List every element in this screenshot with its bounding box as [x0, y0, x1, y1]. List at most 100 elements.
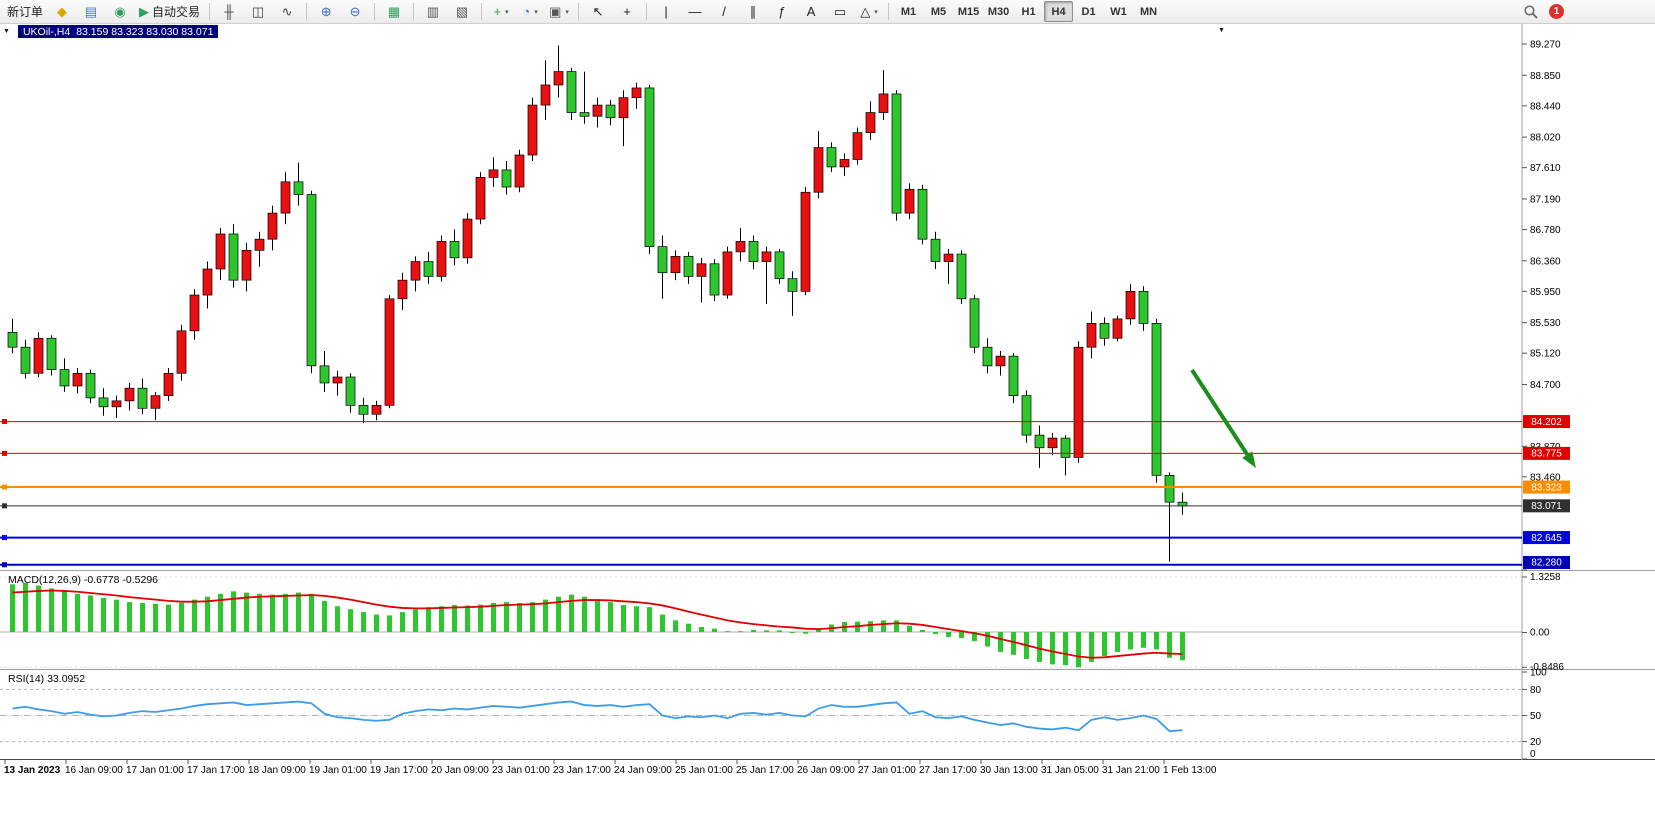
- trend-arrow[interactable]: [1190, 368, 1249, 456]
- macd-histogram-bar: [1011, 632, 1016, 655]
- chart-window-icon-button[interactable]: ◆: [48, 1, 76, 22]
- candle-body: [98, 397, 109, 408]
- candle-body: [1060, 437, 1071, 458]
- horizontal-line-button[interactable]: —: [681, 1, 709, 22]
- price-badge-label: 82.280: [1531, 558, 1562, 569]
- candle-body: [1008, 355, 1019, 396]
- navigator-icon-button[interactable]: ◉: [106, 1, 134, 22]
- trendline-icon: /: [722, 4, 726, 19]
- macd-histogram-bar: [556, 596, 561, 632]
- channel-button[interactable]: ∥: [739, 1, 767, 22]
- timeframe-h1-button[interactable]: H1: [1021, 5, 1036, 18]
- candle-body: [748, 241, 759, 262]
- price-axis-label: 87.190: [1530, 194, 1561, 205]
- bar-chart-button[interactable]: ╫: [215, 1, 243, 22]
- candle-body: [800, 191, 811, 292]
- macd-histogram-bar: [244, 592, 249, 632]
- chart-caption[interactable]: UKOil-,H4 83.159 83.323 83.030 83.071: [17, 25, 219, 38]
- macd-histogram-bar: [478, 604, 483, 632]
- trend-arrow-head[interactable]: [1242, 451, 1256, 468]
- line-chart-button[interactable]: ∿: [273, 1, 301, 22]
- macd-histogram-bar: [153, 603, 158, 632]
- candle-body: [163, 372, 174, 396]
- price-axis-label: 87.610: [1530, 163, 1561, 174]
- zoom-out-icon: ⊖: [349, 4, 361, 19]
- caret-down-icon[interactable]: ▾: [534, 8, 538, 16]
- market-watch-icon-button[interactable]: ▤: [77, 1, 105, 22]
- market-watch-icon-icon: ▤: [84, 4, 98, 19]
- macd-histogram-bar: [985, 632, 990, 647]
- caret-down-icon[interactable]: ▾: [565, 8, 569, 16]
- timeframe-m5-button[interactable]: M5: [930, 5, 947, 18]
- candle-body: [878, 93, 889, 113]
- toolbar-left-group: 新订单 ◆ ▤ ◉ ▶ 自动交易 ╫ ◫ ∿ ⊕ ⊖ ▦ ▥ ▧ + ▾ ◔ ▾ ▣ ▾ ↖ + | — / ∥ ƒ A ▭ △ ▾ M1 M5…: [3, 0, 1163, 23]
- candle-body: [1086, 323, 1097, 348]
- line-anchor[interactable]: [2, 484, 7, 490]
- candle-body: [72, 372, 83, 387]
- line-anchor[interactable]: [2, 419, 7, 425]
- timeframe-mn-button[interactable]: MN: [1139, 5, 1158, 18]
- timeframe-m30-button[interactable]: M30: [987, 5, 1010, 18]
- timeframe-m15-button[interactable]: M15: [957, 5, 980, 18]
- time-axis-label: 17 Jan 17:00: [187, 765, 245, 776]
- crosshair-icon: +: [623, 4, 631, 19]
- candle-body: [592, 104, 603, 117]
- cursor-button[interactable]: ↖: [584, 1, 612, 22]
- caret-down-icon[interactable]: ▾: [505, 8, 509, 16]
- macd-histogram-bar: [660, 614, 665, 632]
- macd-histogram-bar: [361, 612, 366, 632]
- arrow-tools-button[interactable]: ▭: [826, 1, 854, 22]
- chart-window-menu-icon[interactable]: ▼: [1218, 27, 1225, 34]
- macd-histogram-bar: [491, 602, 496, 632]
- line-anchor[interactable]: [2, 562, 7, 568]
- tile-windows-button[interactable]: ▦: [380, 1, 408, 22]
- new-order-button[interactable]: 新订单: [3, 1, 47, 22]
- timeframe-h4-button[interactable]: H4: [1044, 1, 1074, 22]
- macd-histogram-bar: [465, 605, 470, 632]
- indicators-button[interactable]: + ▾: [487, 1, 515, 22]
- vertical-line-button[interactable]: |: [652, 1, 680, 22]
- candle-body: [852, 132, 863, 160]
- line-anchor[interactable]: [2, 450, 7, 456]
- candle-body: [709, 263, 720, 296]
- line-anchor[interactable]: [2, 503, 7, 509]
- zoom-in-button[interactable]: ⊕: [312, 1, 340, 22]
- periods-button[interactable]: ◔ ▾: [516, 1, 544, 22]
- main-toolbar: 新订单 ◆ ▤ ◉ ▶ 自动交易 ╫ ◫ ∿ ⊕ ⊖ ▦ ▥ ▧ + ▾ ◔ ▾ ▣ ▾ ↖ + | — / ∥ ƒ A ▭ △ ▾ M1 M5…: [0, 0, 1655, 24]
- rsi-line: [12, 700, 1183, 733]
- price-axis-label: 85.120: [1530, 349, 1561, 360]
- fibonacci-button[interactable]: ƒ: [768, 1, 796, 22]
- rsi-scale-label: 20: [1530, 737, 1542, 748]
- trendline-button[interactable]: /: [710, 1, 738, 22]
- line-anchor[interactable]: [2, 535, 7, 541]
- shapes-button[interactable]: △ ▾: [855, 1, 883, 22]
- auto-trading-button[interactable]: ▶ 自动交易: [135, 1, 204, 22]
- price-axis-label: 85.530: [1530, 318, 1561, 329]
- templates-button[interactable]: ▣ ▾: [545, 1, 573, 22]
- tile-windows-icon: ▦: [387, 4, 401, 19]
- crosshair-button[interactable]: +: [613, 1, 641, 22]
- candlestick-chart-button[interactable]: ◫: [244, 1, 272, 22]
- candle-body: [761, 251, 772, 262]
- price-axis-label: 85.950: [1530, 287, 1561, 298]
- search-icon[interactable]: [1523, 4, 1539, 20]
- candle-body: [449, 241, 460, 259]
- candle-body: [33, 337, 44, 374]
- zoom-out-button[interactable]: ⊖: [341, 1, 369, 22]
- horizontal-line-icon: —: [688, 4, 702, 19]
- caret-down-icon[interactable]: ▾: [874, 8, 878, 16]
- text-button[interactable]: A: [797, 1, 825, 22]
- chart-list-icon[interactable]: ▼: [3, 28, 10, 35]
- timeframe-m1-button[interactable]: M1: [900, 5, 917, 18]
- macd-histogram-bar: [764, 630, 769, 632]
- new-chart-button[interactable]: ▥: [419, 1, 447, 22]
- timeframe-w1-button[interactable]: W1: [1110, 5, 1127, 18]
- timeframe-d1-button[interactable]: D1: [1081, 5, 1096, 18]
- profiles-button[interactable]: ▧: [448, 1, 476, 22]
- notification-badge[interactable]: 1: [1549, 4, 1564, 19]
- toolbar-separator: [578, 3, 580, 20]
- candle-body: [280, 181, 291, 214]
- rsi-scale-label: 80: [1530, 685, 1542, 696]
- macd-histogram-bar: [595, 599, 600, 632]
